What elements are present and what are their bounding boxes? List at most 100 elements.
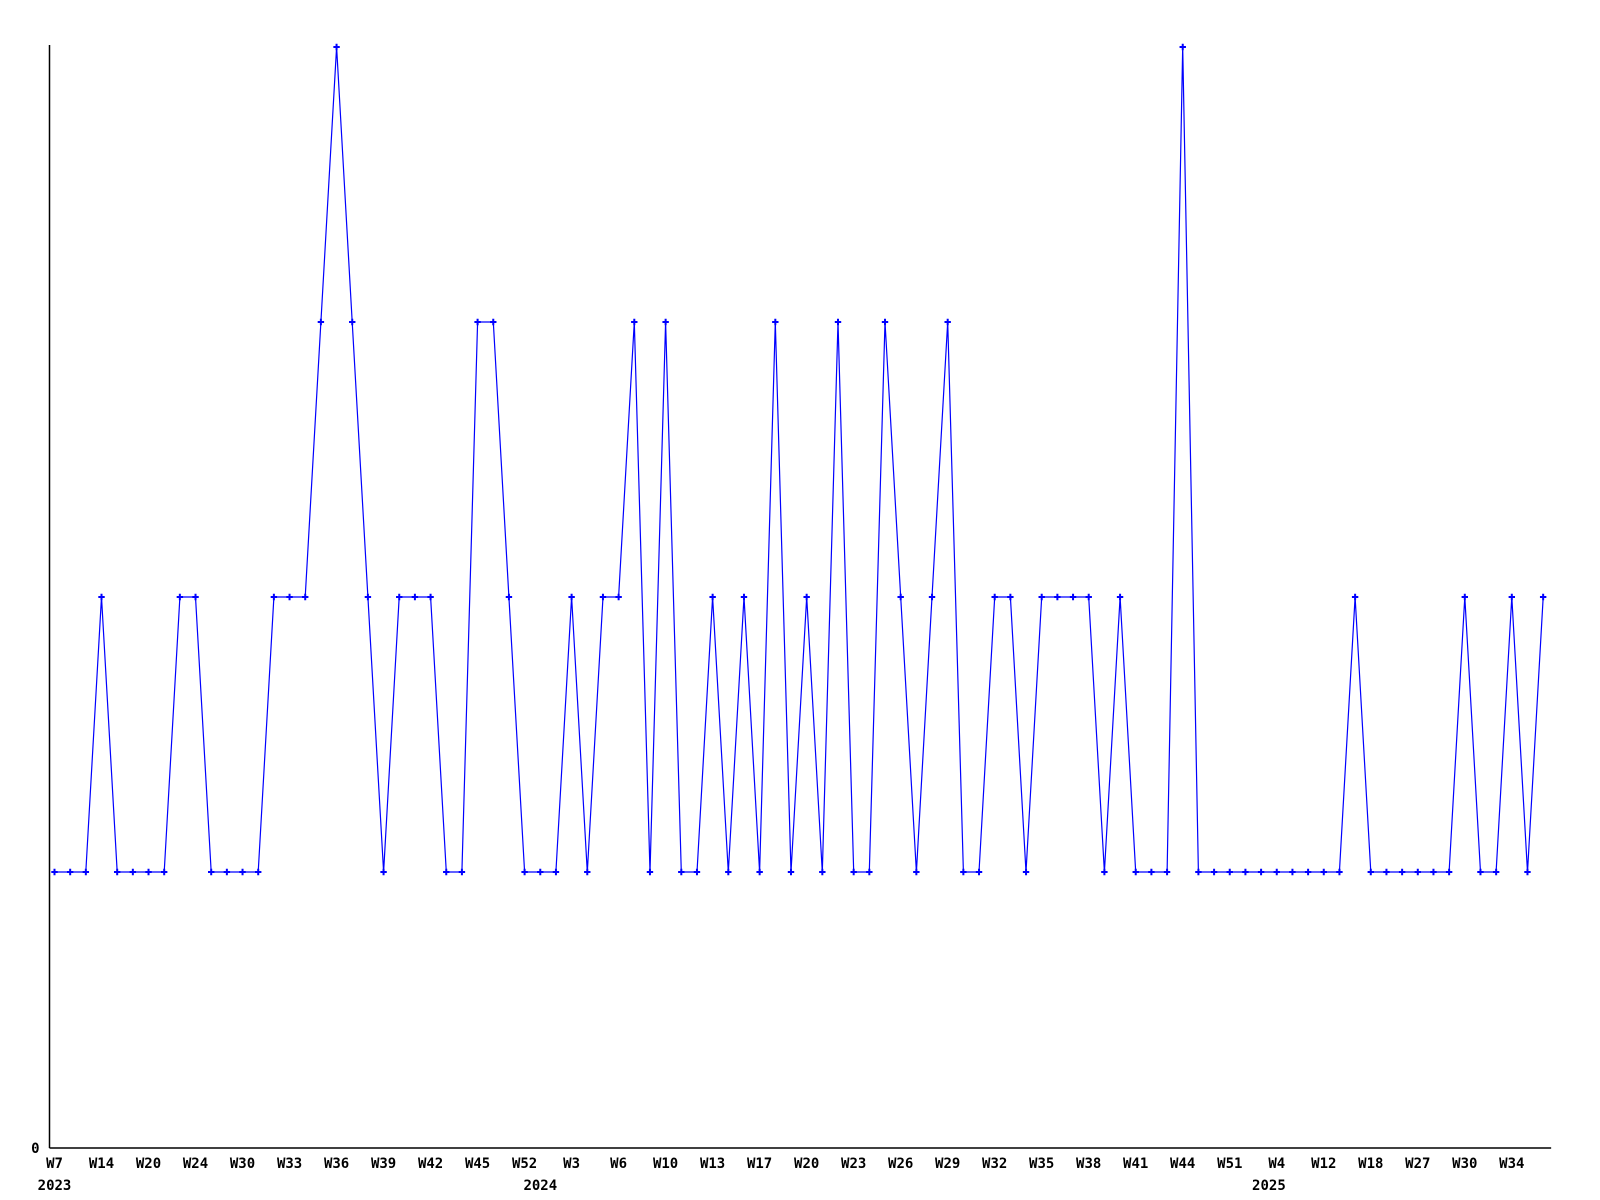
point-marker [568, 593, 575, 601]
point-marker [1492, 868, 1500, 876]
point-marker [239, 868, 246, 876]
data-series-line [54, 46, 1544, 873]
point-marker [1445, 868, 1453, 876]
point-marker [834, 318, 842, 326]
x-tick-label: W7 [46, 1156, 63, 1172]
x-tick-label: W4 [1268, 1156, 1285, 1172]
point-marker [113, 868, 121, 876]
point-marker [1210, 868, 1218, 876]
point-marker [1351, 593, 1359, 601]
x-tick-label: W17 [747, 1156, 772, 1172]
point-marker [646, 868, 654, 876]
x-tick-label: W36 [324, 1156, 349, 1172]
year-label: 2025 [1252, 1178, 1286, 1194]
point-marker [725, 868, 732, 876]
point-marker [1195, 868, 1202, 876]
point-marker [1367, 868, 1374, 876]
point-marker [928, 593, 936, 601]
point-marker [270, 593, 278, 601]
x-tick-label: W18 [1358, 1156, 1383, 1172]
point-marker [208, 868, 215, 876]
x-tick-label: W20 [794, 1156, 819, 1172]
point-marker [756, 868, 763, 876]
x-axis-year-labels: 2023 2024 2025 [38, 1178, 1286, 1194]
x-tick-label: W23 [841, 1156, 866, 1172]
x-tick-label: W45 [465, 1156, 490, 1172]
point-marker [176, 593, 184, 601]
point-marker [1163, 868, 1171, 876]
point-marker [349, 318, 356, 326]
point-marker [1320, 868, 1327, 876]
data-point-markers [51, 43, 1547, 876]
point-marker [1430, 868, 1437, 876]
point-marker [1383, 868, 1390, 876]
point-marker [615, 593, 622, 601]
point-marker [1132, 868, 1139, 876]
point-marker [913, 868, 920, 876]
x-tick-label: W20 [136, 1156, 161, 1172]
point-marker [819, 868, 826, 876]
point-marker [1398, 868, 1406, 876]
point-marker [1336, 868, 1343, 876]
x-tick-label: W34 [1499, 1156, 1524, 1172]
x-tick-label: W51 [1217, 1156, 1242, 1172]
x-tick-label: W14 [89, 1156, 114, 1172]
point-marker [1022, 868, 1030, 876]
point-marker [944, 318, 951, 326]
point-marker [286, 593, 293, 601]
point-marker [1101, 868, 1108, 876]
point-marker [66, 868, 74, 876]
point-marker [458, 868, 466, 876]
point-marker [678, 868, 685, 876]
point-marker [991, 593, 998, 601]
point-marker [1148, 868, 1155, 876]
point-marker [1242, 868, 1249, 876]
x-tick-label: W13 [700, 1156, 725, 1172]
point-marker [505, 593, 513, 601]
point-marker [333, 43, 340, 51]
y-axis-labels: 0 [31, 1141, 39, 1157]
x-tick-label: W6 [610, 1156, 627, 1172]
point-marker [709, 593, 716, 601]
point-marker [145, 868, 152, 876]
series-polyline [54, 46, 1544, 873]
point-marker [1116, 593, 1124, 601]
point-marker [693, 868, 701, 876]
x-tick-label: W30 [230, 1156, 255, 1172]
x-tick-label: W44 [1170, 1156, 1195, 1172]
year-label: 2023 [38, 1178, 72, 1194]
point-marker [866, 868, 873, 876]
point-marker [1461, 593, 1468, 601]
x-tick-label: W29 [935, 1156, 960, 1172]
x-tick-label: W35 [1029, 1156, 1054, 1172]
point-marker [960, 868, 967, 876]
point-marker [474, 318, 481, 326]
point-marker [427, 593, 434, 601]
point-marker [521, 868, 528, 876]
y-origin-label: 0 [31, 1141, 39, 1157]
x-tick-label: W32 [982, 1156, 1007, 1172]
point-marker [772, 318, 779, 326]
point-marker [396, 593, 403, 601]
x-tick-label: W41 [1123, 1156, 1148, 1172]
point-marker [160, 868, 168, 876]
point-marker [82, 868, 90, 876]
point-marker [1179, 43, 1186, 51]
point-marker [364, 593, 372, 601]
point-marker [740, 593, 748, 601]
point-marker [192, 593, 199, 601]
point-marker [881, 318, 889, 326]
x-tick-label: W38 [1076, 1156, 1101, 1172]
x-tick-label: W24 [183, 1156, 208, 1172]
point-marker [1477, 868, 1484, 876]
point-marker [631, 318, 638, 326]
point-marker [1273, 868, 1280, 876]
point-marker [1069, 593, 1077, 601]
point-marker [1304, 868, 1312, 876]
x-tick-label: W30 [1452, 1156, 1477, 1172]
point-marker [98, 593, 105, 601]
x-tick-label: W39 [371, 1156, 396, 1172]
x-tick-label: W10 [653, 1156, 678, 1172]
